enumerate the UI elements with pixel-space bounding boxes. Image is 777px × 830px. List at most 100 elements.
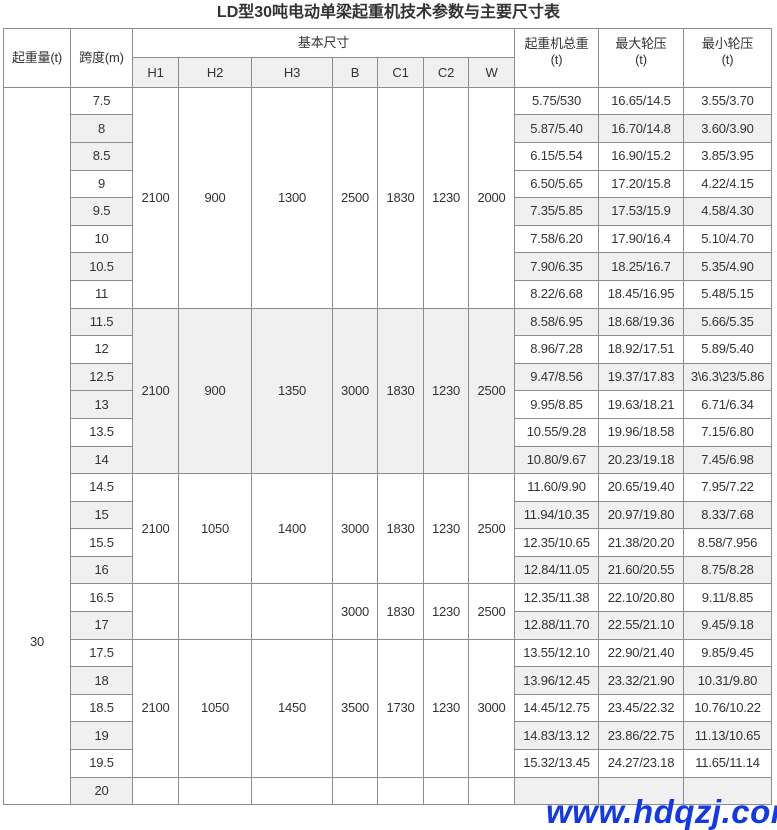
header-h3: H3 [251, 57, 333, 88]
dim-c2-cell [423, 776, 469, 806]
table-row: 8 5.87/5.40 16.70/14.8 3.60/3.90 [4, 114, 772, 143]
min-wheel-load-cell: 8.58/7.956 [683, 528, 772, 557]
table-row: 10 7.58/6.20 17.90/16.4 5.10/4.70 [4, 224, 772, 254]
dim-b-cell [332, 776, 378, 806]
dim-h3-cell [251, 583, 333, 640]
dim-c1-cell [377, 776, 424, 806]
table-body: 30 7.5 2100 900 1300 2500 1830 1230 2000 5.75/530… [3, 86, 772, 806]
table-row: 18 13.96/12.45 23.32/21.90 10.31/9.80 [4, 666, 772, 695]
min-wheel-load-cell: 7.45/6.98 [683, 445, 772, 475]
total-weight-cell: 10.55/9.28 [514, 417, 599, 447]
dim-h1-cell [132, 776, 179, 806]
min-wheel-load-cell: 4.22/4.15 [683, 169, 772, 199]
max-wheel-load-cell: 20.97/19.80 [598, 500, 684, 530]
table-row: 10.5 7.90/6.35 18.25/16.7 5.35/4.90 [4, 252, 772, 281]
total-weight-cell: 7.58/6.20 [514, 224, 599, 254]
header-min-wheel-load: 最小轮压 (t) [683, 28, 772, 88]
table-row: 11.5 2100 900 1350 3000 1830 1230 2500 8.58/6.95… [4, 307, 772, 475]
table-row: 12.5 9.47/8.56 19.37/17.83 3\6.3\23/5.86 [4, 362, 772, 392]
max-wheel-load-cell: 21.60/20.55 [598, 555, 684, 585]
min-wheel-load-cell [683, 776, 772, 806]
header-max-wheel-unit: (t) [635, 52, 647, 67]
total-weight-cell: 14.83/13.12 [514, 721, 599, 751]
dim-w-cell: 2000 [468, 86, 515, 309]
min-wheel-load-cell: 10.76/10.22 [683, 693, 772, 723]
header-c2: C2 [423, 57, 469, 88]
span-cell: 16.5 [70, 583, 133, 613]
dim-h1-cell: 2100 [132, 86, 179, 309]
min-wheel-load-cell: 7.15/6.80 [683, 417, 772, 447]
span-cell: 9.5 [70, 197, 133, 226]
max-wheel-load-cell: 17.20/15.8 [598, 169, 684, 199]
dim-h2-cell [178, 583, 252, 640]
span-cell: 13 [70, 390, 133, 419]
table-row: 16.5 3000 1830 1230 2500 12.35/11.38 22.10/20.… [4, 583, 772, 640]
min-wheel-load-cell: 9.85/9.45 [683, 638, 772, 668]
span-cell: 7.5 [70, 86, 133, 116]
table-row: 19.5 15.32/13.45 24.27/23.18 11.65/11.14 [4, 749, 772, 778]
span-cell: 17.5 [70, 638, 133, 668]
max-wheel-load-cell: 22.10/20.80 [598, 583, 684, 613]
dim-h2-cell: 900 [178, 86, 252, 309]
max-wheel-load-cell: 18.92/17.51 [598, 335, 684, 364]
max-wheel-load-cell: 20.65/19.40 [598, 473, 684, 502]
max-wheel-load-cell: 19.37/17.83 [598, 362, 684, 392]
max-wheel-load-cell: 23.45/22.32 [598, 693, 684, 723]
dim-h3-cell: 1450 [251, 638, 333, 778]
dim-b-cell: 3000 [332, 583, 378, 640]
dim-c1-cell: 1830 [377, 473, 424, 585]
min-wheel-load-cell: 10.31/9.80 [683, 666, 772, 695]
span-cell: 14 [70, 445, 133, 475]
max-wheel-load-cell: 16.90/15.2 [598, 141, 684, 171]
total-weight-cell: 13.55/12.10 [514, 638, 599, 668]
dim-c1-cell: 1830 [377, 583, 424, 640]
span-cell: 8.5 [70, 141, 133, 171]
header-dims-row: H1 H2 H3 B C1 C2 W [4, 57, 772, 88]
dim-w-cell: 2500 [468, 473, 515, 585]
max-wheel-load-cell: 24.27/23.18 [598, 749, 684, 778]
total-weight-cell: 12.88/11.70 [514, 611, 599, 640]
header-min-wheel-unit: (t) [721, 52, 734, 67]
dim-b-cell: 3500 [332, 638, 378, 778]
page-title: LD型30吨电动单梁起重机技术参数与主要尺寸表 [216, 4, 561, 21]
header-total-weight-label: 起重机总重 [524, 36, 589, 51]
header-c1: C1 [377, 57, 424, 88]
dim-c2-cell: 1230 [423, 307, 469, 475]
total-weight-cell: 9.95/8.85 [514, 390, 599, 419]
total-weight-cell: 5.87/5.40 [514, 114, 599, 143]
table-row: 14.5 2100 1050 1400 3000 1830 1230 2500 11.60/9.… [4, 473, 772, 585]
max-wheel-load-cell: 21.38/20.20 [598, 528, 684, 557]
dim-w-cell: 3000 [468, 638, 515, 778]
min-wheel-load-cell: 5.89/5.40 [683, 335, 772, 364]
total-weight-cell: 5.75/530 [514, 86, 599, 116]
total-weight-cell: 8.58/6.95 [514, 307, 599, 337]
min-wheel-load-cell: 11.13/10.65 [683, 721, 772, 751]
min-wheel-load-cell: 5.66/5.35 [683, 307, 772, 337]
dim-h2-cell: 900 [178, 307, 252, 475]
table-row: 9.5 7.35/5.85 17.53/15.9 4.58/4.30 [4, 197, 772, 226]
dim-c2-cell: 1230 [423, 583, 469, 640]
header-capacity: 起重量(t) [3, 28, 71, 88]
max-wheel-load-cell: 22.90/21.40 [598, 638, 684, 668]
total-weight-cell: 8.22/6.68 [514, 279, 599, 309]
header-w: W [468, 57, 515, 88]
total-weight-cell: 9.47/8.56 [514, 362, 599, 392]
header-max-wheel-label: 最大轮压 [615, 36, 667, 51]
min-wheel-load-cell: 5.48/5.15 [683, 279, 772, 309]
capacity-cell: 30 [3, 86, 71, 806]
dim-h3-cell [251, 776, 333, 806]
table-row: 19 14.83/13.12 23.86/22.75 11.13/10.65 [4, 721, 772, 751]
min-wheel-load-cell: 5.10/4.70 [683, 224, 772, 254]
min-wheel-load-cell: 3.85/3.95 [683, 141, 772, 171]
total-weight-cell: 10.80/9.67 [514, 445, 599, 475]
total-weight-cell: 11.94/10.35 [514, 500, 599, 530]
table-row: 15.5 12.35/10.65 21.38/20.20 8.58/7.956 [4, 528, 772, 557]
span-cell: 16 [70, 555, 133, 585]
min-wheel-load-cell: 5.35/4.90 [683, 252, 772, 281]
dim-h3-cell: 1300 [251, 86, 333, 309]
max-wheel-load-cell: 20.23/19.18 [598, 445, 684, 475]
min-wheel-load-cell: 9.11/8.85 [683, 583, 772, 613]
max-wheel-load-cell: 23.86/22.75 [598, 721, 684, 751]
dim-h3-cell: 1400 [251, 473, 333, 585]
dim-c2-cell: 1230 [423, 638, 469, 778]
